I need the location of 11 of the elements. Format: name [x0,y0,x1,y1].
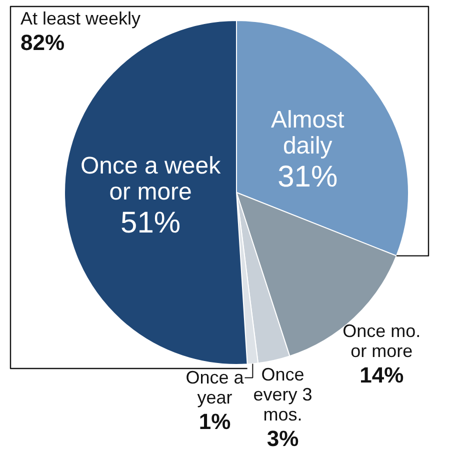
slice-label: Once a year [186,368,245,408]
slice-label: Almost daily [270,106,345,160]
slice-label: Once a week or more [80,152,222,206]
data-label: 1% [198,409,231,434]
data-label: 14% [360,362,404,388]
data-label: 51% [120,206,181,240]
slice-label: Once every 3 mos. [253,364,312,424]
data-label: 3% [266,426,299,451]
data-label: 31% [278,160,338,194]
text: At least weekly 82% [20,8,141,55]
slice-label: Once mo. or more [342,320,421,361]
